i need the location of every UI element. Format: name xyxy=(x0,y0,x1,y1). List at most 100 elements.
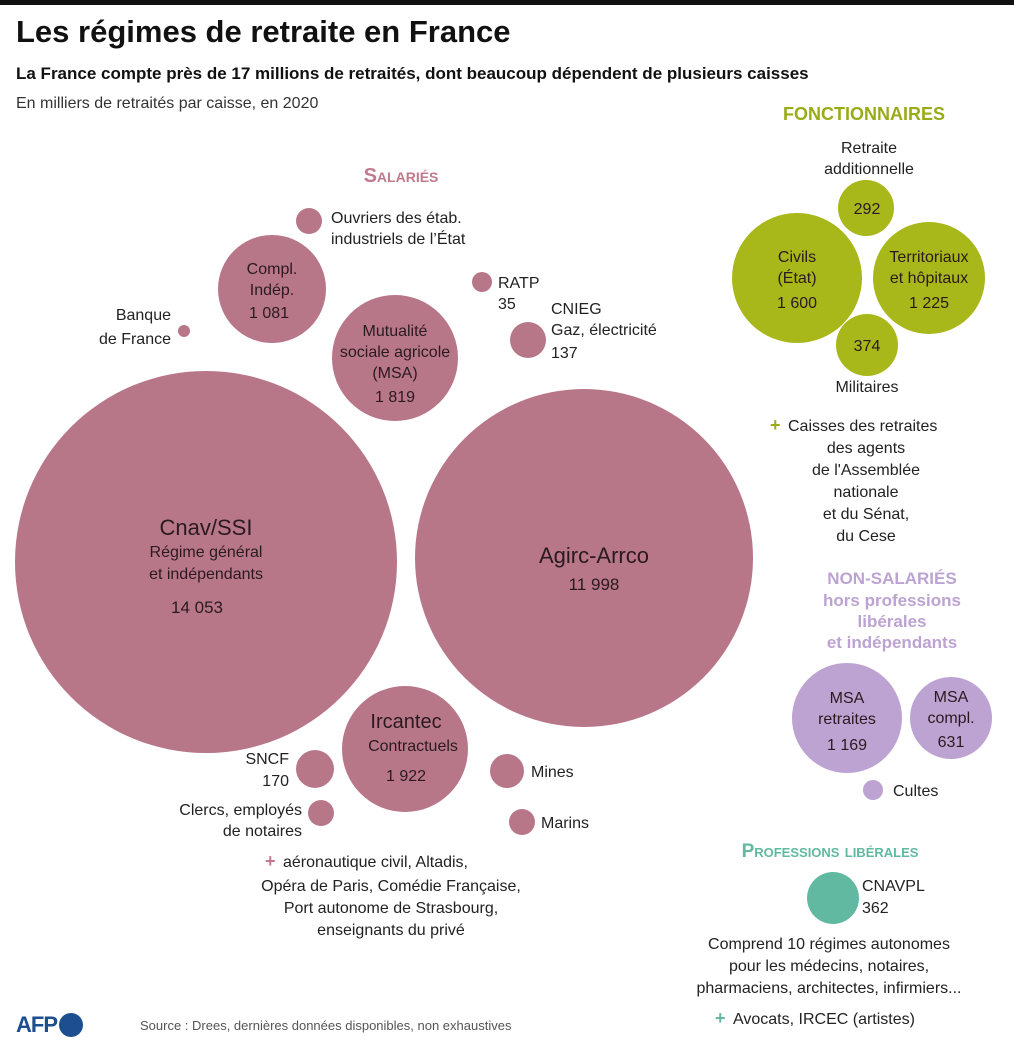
label-civils-1: Civils xyxy=(778,249,816,266)
afp-logo-text: AFP xyxy=(16,1012,58,1037)
label-ouvriers-1: Ouvriers des étab. xyxy=(331,210,462,227)
label-cnavpl-value: 362 xyxy=(862,900,889,917)
salaries-note-1: aéronautique civil, Altadis, xyxy=(283,854,468,871)
salaries-note-3: Port autonome de Strasbourg, xyxy=(284,900,498,917)
label-compl-value: 1 081 xyxy=(249,305,289,322)
label-cnavpl-name: CNAVPL xyxy=(862,878,925,895)
label-ret-add-1: Retraite xyxy=(841,140,897,157)
bubble-msa-compl xyxy=(910,677,992,759)
salaries-note-2: Opéra de Paris, Comédie Française, xyxy=(261,878,521,895)
afp-logo: AFP xyxy=(16,1012,83,1038)
afp-logo-dot xyxy=(59,1013,83,1037)
bubble-ircantec xyxy=(342,686,468,812)
top-rule xyxy=(0,0,1014,5)
fonc-note-5: et du Sénat, xyxy=(823,506,909,523)
label-agirc-value: 11 998 xyxy=(569,575,620,594)
heading-fonctionnaires: FONCTIONNAIRES xyxy=(783,104,945,124)
heading-non-salaries-4: et indépendants xyxy=(827,633,957,652)
label-agirc-name: Agirc-Arrco xyxy=(539,543,649,568)
page-subtitle: La France compte près de 17 millions de … xyxy=(16,64,809,83)
label-mines: Mines xyxy=(531,764,574,781)
bubble-ouvriers xyxy=(296,208,322,234)
heading-non-salaries: NON-SALARIÉS xyxy=(827,569,956,588)
pl-note-3: pharmaciens, architectes, infirmiers... xyxy=(697,980,962,997)
label-sncf-value: 170 xyxy=(262,773,289,790)
label-msac-2: compl. xyxy=(927,710,974,727)
heading-non-salaries-3: libérales xyxy=(858,612,927,631)
label-ircantec-value: 1 922 xyxy=(386,768,426,785)
label-clercs-2: de notaires xyxy=(223,823,302,840)
bubble-agirc xyxy=(415,389,753,727)
label-msar-value: 1 169 xyxy=(827,737,867,754)
label-ircantec-name: Ircantec xyxy=(370,711,441,733)
pl-note-1: Comprend 10 régimes autonomes xyxy=(708,936,950,953)
label-sncf-name: SNCF xyxy=(245,751,289,768)
bubble-ret-add xyxy=(838,180,894,236)
bubble-cnieg xyxy=(510,322,546,358)
bubble-ratp xyxy=(472,272,492,292)
salaries-bubbles xyxy=(15,208,753,835)
label-msa-3: (MSA) xyxy=(372,365,417,382)
label-ratp-name: RATP xyxy=(498,275,539,292)
pl-note-4: Avocats, IRCEC (artistes) xyxy=(733,1011,915,1028)
label-bdf-1: Banque xyxy=(116,307,171,324)
label-msa-2: sociale agricole xyxy=(340,344,450,361)
label-ircantec-detail: Contractuels xyxy=(368,738,458,755)
plus-liberales: + xyxy=(715,1008,726,1028)
bubble-mines xyxy=(490,754,524,788)
bubble-civils xyxy=(732,213,862,343)
label-cnav-value: 14 053 xyxy=(171,598,223,617)
label-ret-add-2: additionnelle xyxy=(824,161,914,178)
label-msa-1: Mutualité xyxy=(363,323,428,340)
label-ret-add-value: 292 xyxy=(854,201,881,218)
heading-liberales: Professions libérales xyxy=(742,841,919,862)
label-compl-1: Compl. xyxy=(247,261,298,278)
bubble-msa-retraites xyxy=(792,663,902,773)
fonc-note-3: de l'Assemblée xyxy=(812,462,920,479)
bubble-militaires xyxy=(836,314,898,376)
label-terr-2: et hôpitaux xyxy=(890,270,968,287)
label-cnieg-value: 137 xyxy=(551,345,578,362)
fonc-note-4: nationale xyxy=(834,484,899,501)
bubble-cultes xyxy=(863,780,883,800)
label-cnav-detail-2: et indépendants xyxy=(149,566,263,583)
bubble-cnavpl xyxy=(807,872,859,924)
pl-note-2: pour les médecins, notaires, xyxy=(729,958,929,975)
label-cnieg-1: CNIEG xyxy=(551,301,602,318)
source-note: Source : Drees, dernières données dispon… xyxy=(140,1018,512,1033)
non-salaries-bubbles xyxy=(792,663,992,800)
label-clercs-1: Clercs, employés xyxy=(179,802,302,819)
fonc-note-2: des agents xyxy=(827,440,905,457)
label-civils-value: 1 600 xyxy=(777,295,817,312)
heading-non-salaries-2: hors professions xyxy=(823,591,961,610)
fonc-note-1: Caisses des retraites xyxy=(788,418,937,435)
plus-salaries: + xyxy=(265,851,276,871)
label-msac-value: 631 xyxy=(938,734,965,751)
bubble-territoriaux xyxy=(873,222,985,334)
bubble-marins xyxy=(509,809,535,835)
label-ratp-value: 35 xyxy=(498,296,516,313)
bubble-clercs xyxy=(308,800,334,826)
label-terr-1: Territoriaux xyxy=(889,249,968,266)
label-cnav-name: Cnav/SSI xyxy=(160,515,253,540)
label-msar-2: retraites xyxy=(818,711,876,728)
heading-salaries: Salariés xyxy=(364,165,439,187)
bubble-sncf xyxy=(296,750,334,788)
label-cultes: Cultes xyxy=(893,783,938,800)
unit-label: En milliers de retraités par caisse, en … xyxy=(16,95,319,112)
page-title: Les régimes de retraite en France xyxy=(16,14,511,49)
label-cnieg-2: Gaz, électricité xyxy=(551,322,657,339)
label-msac-1: MSA xyxy=(934,689,969,706)
label-cnav-detail-1: Régime général xyxy=(150,544,263,561)
label-ouvriers-2: industriels de l’État xyxy=(331,229,466,248)
bubble-compl-indep xyxy=(218,235,326,343)
label-msar-1: MSA xyxy=(830,690,865,707)
label-compl-2: Indép. xyxy=(250,282,294,299)
label-mil-name: Militaires xyxy=(835,379,898,396)
label-marins: Marins xyxy=(541,815,589,832)
label-mil-value: 374 xyxy=(854,338,881,355)
label-terr-value: 1 225 xyxy=(909,295,949,312)
bubble-msa xyxy=(332,295,458,421)
fonctionnaires-bubbles xyxy=(732,180,985,376)
